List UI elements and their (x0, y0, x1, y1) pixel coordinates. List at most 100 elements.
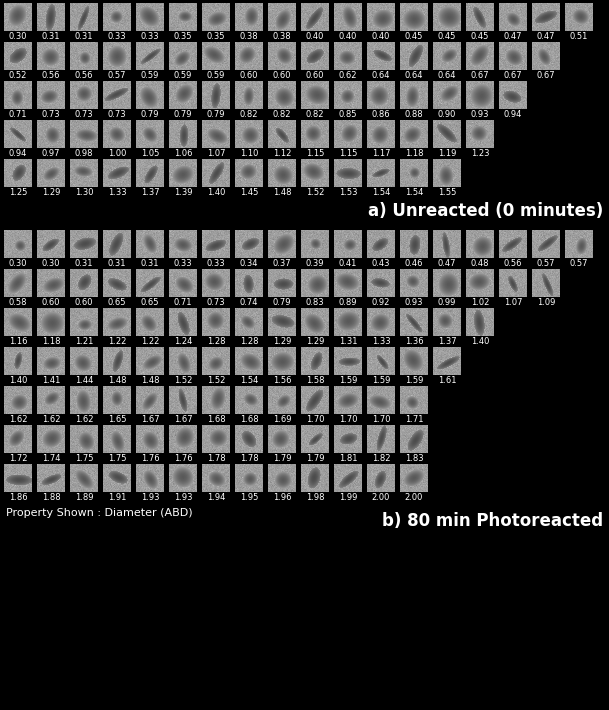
Text: 1.22: 1.22 (108, 337, 126, 346)
FancyBboxPatch shape (169, 308, 197, 336)
Text: 0.31: 0.31 (141, 259, 159, 268)
FancyBboxPatch shape (103, 308, 131, 336)
Text: 0.59: 0.59 (207, 71, 225, 80)
FancyBboxPatch shape (4, 347, 32, 375)
FancyBboxPatch shape (367, 42, 395, 70)
FancyBboxPatch shape (334, 42, 362, 70)
Text: 0.82: 0.82 (273, 110, 291, 119)
Text: 0.30: 0.30 (9, 259, 27, 268)
Text: 1.93: 1.93 (141, 493, 159, 502)
Text: 0.71: 0.71 (9, 110, 27, 119)
Text: 0.92: 0.92 (372, 298, 390, 307)
Text: 1.52: 1.52 (306, 188, 324, 197)
Text: 0.47: 0.47 (504, 32, 523, 41)
FancyBboxPatch shape (70, 159, 98, 187)
FancyBboxPatch shape (169, 3, 197, 31)
Text: 1.56: 1.56 (273, 376, 291, 385)
FancyBboxPatch shape (235, 120, 263, 148)
Text: 0.41: 0.41 (339, 259, 357, 268)
FancyBboxPatch shape (301, 464, 329, 492)
Text: 0.35: 0.35 (206, 32, 225, 41)
FancyBboxPatch shape (466, 120, 494, 148)
FancyBboxPatch shape (433, 230, 461, 258)
FancyBboxPatch shape (466, 308, 494, 336)
FancyBboxPatch shape (466, 3, 494, 31)
Text: 1.41: 1.41 (42, 376, 60, 385)
FancyBboxPatch shape (367, 308, 395, 336)
Text: 0.60: 0.60 (273, 71, 291, 80)
Text: 1.37: 1.37 (438, 337, 456, 346)
Text: 2.00: 2.00 (372, 493, 390, 502)
FancyBboxPatch shape (136, 3, 164, 31)
FancyBboxPatch shape (400, 464, 428, 492)
FancyBboxPatch shape (169, 425, 197, 453)
FancyBboxPatch shape (268, 386, 296, 414)
Text: 0.48: 0.48 (471, 259, 489, 268)
FancyBboxPatch shape (37, 347, 65, 375)
FancyBboxPatch shape (532, 3, 560, 31)
Text: 1.12: 1.12 (273, 149, 291, 158)
Text: 0.60: 0.60 (306, 71, 324, 80)
Text: 1.81: 1.81 (339, 454, 357, 463)
FancyBboxPatch shape (235, 386, 263, 414)
FancyBboxPatch shape (37, 386, 65, 414)
FancyBboxPatch shape (400, 230, 428, 258)
Text: 1.40: 1.40 (471, 337, 489, 346)
Text: 1.83: 1.83 (405, 454, 423, 463)
Text: 0.79: 0.79 (174, 110, 192, 119)
FancyBboxPatch shape (70, 425, 98, 453)
Text: 0.57: 0.57 (570, 259, 588, 268)
Text: 0.65: 0.65 (108, 298, 126, 307)
Text: 1.29: 1.29 (306, 337, 324, 346)
FancyBboxPatch shape (235, 269, 263, 297)
FancyBboxPatch shape (334, 269, 362, 297)
FancyBboxPatch shape (400, 308, 428, 336)
Text: 0.60: 0.60 (240, 71, 258, 80)
Text: 1.67: 1.67 (141, 415, 160, 424)
Text: 0.37: 0.37 (273, 259, 291, 268)
FancyBboxPatch shape (433, 120, 461, 148)
FancyBboxPatch shape (202, 230, 230, 258)
Text: 1.07: 1.07 (504, 298, 523, 307)
FancyBboxPatch shape (565, 230, 593, 258)
FancyBboxPatch shape (235, 347, 263, 375)
FancyBboxPatch shape (136, 81, 164, 109)
FancyBboxPatch shape (4, 3, 32, 31)
FancyBboxPatch shape (70, 386, 98, 414)
FancyBboxPatch shape (37, 120, 65, 148)
FancyBboxPatch shape (136, 464, 164, 492)
Text: 1.25: 1.25 (9, 188, 27, 197)
Text: 0.56: 0.56 (42, 71, 60, 80)
FancyBboxPatch shape (70, 269, 98, 297)
FancyBboxPatch shape (169, 42, 197, 70)
Text: 0.90: 0.90 (438, 110, 456, 119)
FancyBboxPatch shape (466, 269, 494, 297)
Text: 1.59: 1.59 (372, 376, 390, 385)
FancyBboxPatch shape (400, 81, 428, 109)
FancyBboxPatch shape (400, 3, 428, 31)
FancyBboxPatch shape (37, 42, 65, 70)
Text: 1.21: 1.21 (75, 337, 93, 346)
FancyBboxPatch shape (235, 425, 263, 453)
Text: 0.56: 0.56 (504, 259, 523, 268)
FancyBboxPatch shape (532, 269, 560, 297)
FancyBboxPatch shape (268, 464, 296, 492)
FancyBboxPatch shape (4, 425, 32, 453)
FancyBboxPatch shape (4, 269, 32, 297)
FancyBboxPatch shape (103, 269, 131, 297)
Text: 1.15: 1.15 (339, 149, 357, 158)
FancyBboxPatch shape (202, 42, 230, 70)
Text: 1.65: 1.65 (108, 415, 126, 424)
Text: 1.91: 1.91 (108, 493, 126, 502)
FancyBboxPatch shape (136, 347, 164, 375)
Text: 0.79: 0.79 (141, 110, 159, 119)
FancyBboxPatch shape (334, 120, 362, 148)
FancyBboxPatch shape (202, 347, 230, 375)
FancyBboxPatch shape (169, 269, 197, 297)
FancyBboxPatch shape (268, 159, 296, 187)
Text: a) Unreacted (0 minutes): a) Unreacted (0 minutes) (368, 202, 603, 220)
Text: 0.45: 0.45 (405, 32, 423, 41)
Text: 1.75: 1.75 (108, 454, 126, 463)
Text: 1.28: 1.28 (240, 337, 258, 346)
FancyBboxPatch shape (301, 3, 329, 31)
